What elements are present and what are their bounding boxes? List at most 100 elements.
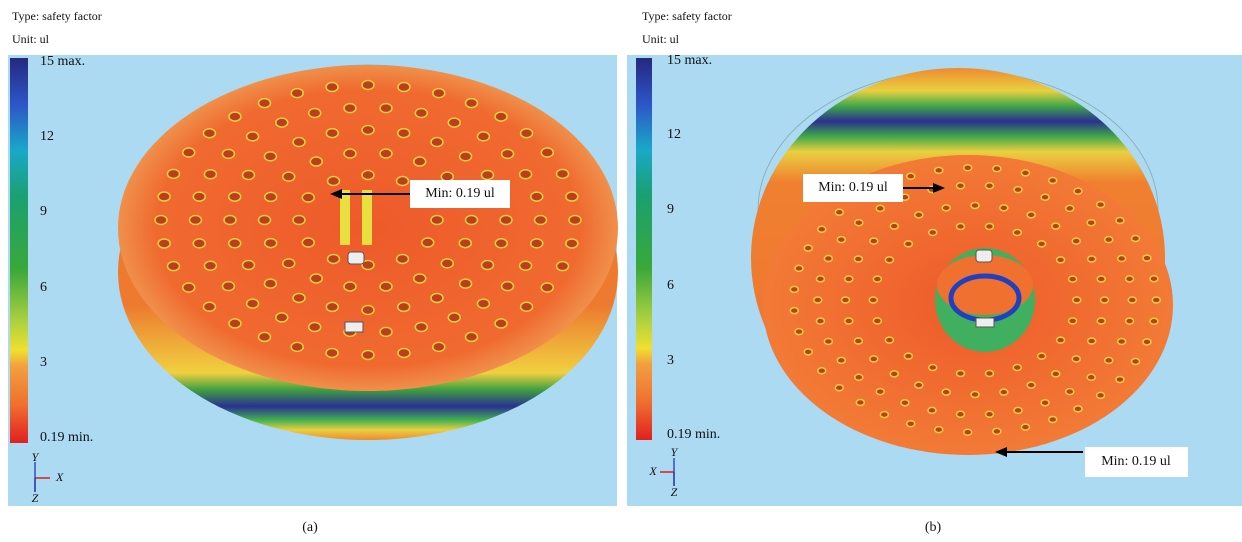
hole [935, 167, 943, 173]
hole [414, 274, 426, 283]
axis-label: Z [32, 491, 39, 505]
hole [1069, 318, 1077, 324]
hole [362, 306, 374, 315]
hole [569, 216, 581, 225]
annotation: Min: 0.19 ul [425, 186, 495, 201]
hole [380, 282, 392, 291]
clip [345, 322, 363, 332]
legend-label: 3 [40, 355, 47, 370]
hole [422, 238, 434, 247]
hole [431, 216, 443, 225]
annotation: Min: 0.19 ul [818, 180, 888, 195]
hole [1143, 339, 1151, 345]
hole [1152, 297, 1160, 303]
hole [466, 99, 478, 108]
hole [158, 192, 170, 201]
hole [1052, 223, 1060, 229]
hole [535, 216, 547, 225]
hole [460, 152, 472, 161]
hole [229, 319, 241, 328]
hole [876, 389, 884, 395]
hole [1072, 356, 1080, 362]
legend-label: 12 [40, 129, 54, 144]
legend-label: 0.19 min. [667, 427, 720, 442]
hole [837, 357, 845, 363]
hole [500, 216, 512, 225]
hole [326, 302, 338, 311]
hole [531, 239, 543, 248]
hole [795, 265, 803, 271]
hole [985, 370, 993, 376]
hole [1038, 353, 1046, 359]
hole [915, 382, 923, 388]
hole [869, 297, 877, 303]
hole [964, 429, 972, 435]
hole [1069, 276, 1077, 282]
hole [1132, 236, 1140, 242]
hole [835, 209, 843, 215]
hole [1101, 297, 1109, 303]
hole [557, 169, 569, 178]
hole [310, 274, 322, 283]
hole [1087, 220, 1095, 226]
hole [415, 109, 427, 118]
hole [837, 237, 845, 243]
hole [448, 118, 460, 127]
hole [203, 129, 215, 138]
hole [1150, 318, 1158, 324]
type-label: Type: safety factor [12, 9, 102, 23]
hole [1057, 337, 1065, 343]
hole [264, 152, 276, 161]
hole [344, 104, 356, 113]
hole [265, 239, 277, 248]
hole [885, 257, 893, 263]
hole [158, 239, 170, 248]
hole [1027, 382, 1035, 388]
hole [309, 109, 321, 118]
hole [310, 157, 322, 166]
hole [415, 322, 427, 331]
hole [1013, 229, 1021, 235]
hole [1073, 297, 1081, 303]
hole [873, 276, 881, 282]
hole [259, 99, 271, 108]
hole [247, 132, 259, 141]
hole [842, 297, 850, 303]
hole [964, 165, 972, 171]
figure: Type: safety factor Unit: ul 15 max. 12 … [0, 0, 1242, 542]
hole [890, 371, 898, 377]
hole [190, 216, 202, 225]
hole [993, 428, 1001, 434]
hole [1143, 255, 1151, 261]
hole [1021, 170, 1029, 176]
hole [1072, 238, 1080, 244]
hole [302, 193, 314, 202]
hole [264, 279, 276, 288]
hole [433, 89, 445, 98]
hole [855, 220, 863, 226]
hole [380, 104, 392, 113]
hole [265, 192, 277, 201]
hole [1066, 389, 1074, 395]
panel-b: Type: safety factor Unit: ul 15 max. 12 … [627, 9, 1242, 535]
hole [283, 259, 295, 268]
hole [259, 332, 271, 341]
hole [328, 177, 340, 186]
hole [876, 205, 884, 211]
hole [1057, 257, 1065, 263]
hole [183, 148, 195, 157]
hole [1118, 256, 1126, 262]
caption: (b) [925, 520, 942, 535]
unit-label: Unit: ul [642, 32, 680, 46]
hole [541, 148, 553, 157]
hole [885, 337, 893, 343]
hole [1038, 241, 1046, 247]
hole [1000, 389, 1008, 395]
hole [531, 192, 543, 201]
clip [976, 250, 992, 262]
hole [816, 276, 824, 282]
hole [433, 342, 445, 351]
hole [520, 261, 532, 270]
hole [460, 279, 472, 288]
hole [1105, 357, 1113, 363]
